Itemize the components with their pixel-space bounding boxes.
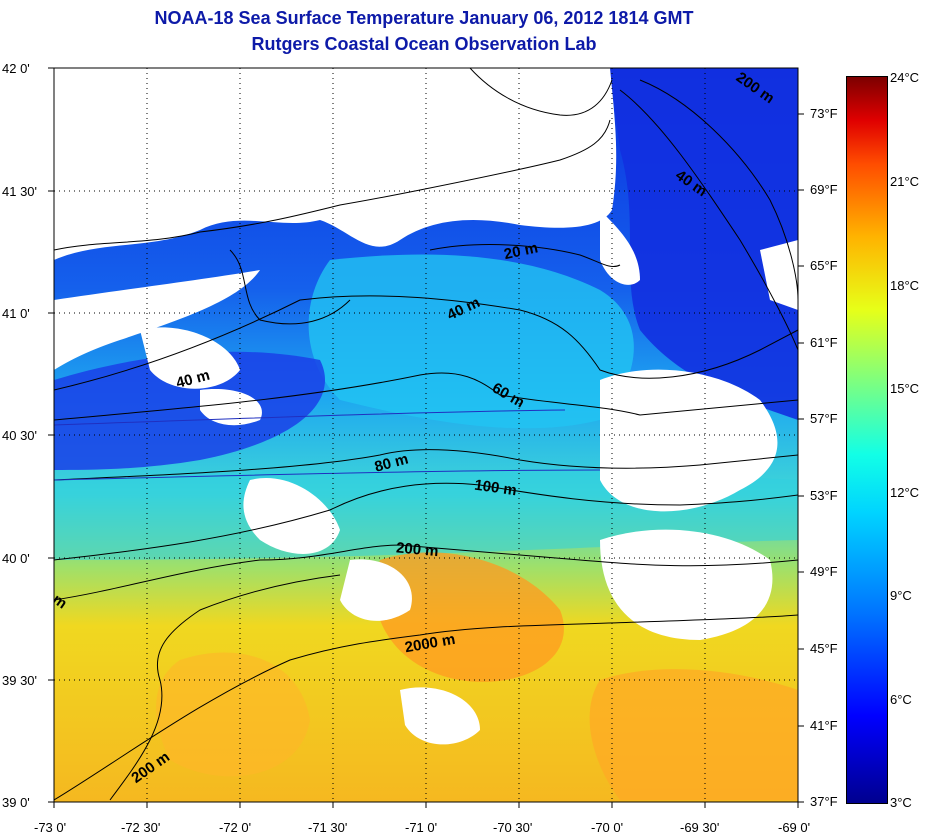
fahrenheit-label: 41°F: [810, 718, 838, 733]
fahrenheit-label: 45°F: [810, 641, 838, 656]
contour-label: 100 m: [473, 477, 517, 500]
map-layers: 200 m 40 m 20 m 40 m 40 m 60 m 80 m 100 …: [54, 68, 798, 802]
latitude-label: 40 0': [2, 551, 30, 566]
latitude-label: 40 30': [2, 428, 38, 443]
longitude-label: -73 0': [34, 820, 67, 835]
map-title: NOAA-18 Sea Surface Temperature January …: [154, 8, 694, 28]
contour-label: 20 m: [502, 239, 539, 263]
celsius-label: 18°C: [890, 278, 920, 293]
cloud-patch: [600, 369, 778, 512]
celsius-label: 21°C: [890, 174, 920, 189]
longitude-label: -71 30': [308, 820, 348, 835]
fahrenheit-label: 73°F: [810, 106, 838, 121]
frame-ticks: [48, 67, 804, 808]
latitude-label: 39 0': [2, 795, 30, 810]
celsius-label: 12°C: [890, 485, 920, 500]
cloud-patch: [340, 559, 412, 621]
fahrenheit-label: 57°F: [810, 411, 838, 426]
longitude-label: -69 30': [680, 820, 720, 835]
longitude-label: -72 30': [121, 820, 161, 835]
cold-water-northeast: [610, 68, 798, 420]
navigation-line: [54, 409, 566, 426]
contour-200m: [54, 544, 798, 601]
latitude-label: 42 0': [2, 61, 30, 76]
contour-label: 200 m: [395, 539, 439, 560]
celsius-label: 9°C: [890, 588, 912, 603]
longitude-label: -69 0': [778, 820, 811, 835]
longitude-label: -72 0': [219, 820, 252, 835]
contour-60m: [54, 372, 798, 421]
temperature-colorbar: [846, 76, 888, 804]
latitude-label: 41 0': [2, 306, 30, 321]
cloud-patch: [760, 240, 798, 310]
warm-water-patch: [374, 552, 564, 682]
cloud-patch: [600, 529, 773, 640]
longitude-label: -71 0': [405, 820, 438, 835]
contour-northeast-1: [639, 79, 798, 301]
contour-2000m: [54, 614, 798, 801]
celsius-label: 15°C: [890, 381, 920, 396]
contour-40m: [54, 295, 798, 391]
celsius-label: 6°C: [890, 692, 912, 707]
mid-shelf-water: [308, 254, 634, 429]
fahrenheit-label: 53°F: [810, 488, 838, 503]
warm-water-patch-east: [589, 669, 798, 800]
map-subtitle: Rutgers Coastal Ocean Observation Lab: [251, 34, 597, 54]
fahrenheit-label: 49°F: [810, 564, 838, 579]
coastline-detail: [54, 119, 611, 251]
celsius-label: 3°C: [890, 795, 912, 810]
contour-northeast-200m: [619, 89, 798, 351]
fahrenheit-label: 61°F: [810, 335, 838, 350]
cloud-patch: [243, 478, 340, 554]
longitude-label: -70 0': [591, 820, 624, 835]
cloud-patch: [400, 687, 480, 745]
depth-contours: [54, 68, 798, 801]
celsius-label: 24°C: [890, 70, 920, 85]
land-long-island: [54, 270, 260, 370]
contour-100m: [54, 482, 798, 561]
warm-water-patch-southwest: [156, 652, 310, 777]
cloud-patch: [200, 389, 262, 426]
latitude-label: 41 30': [2, 184, 38, 199]
graticule: [54, 68, 798, 802]
contour-80m: [54, 449, 798, 481]
fahrenheit-label: 69°F: [810, 182, 838, 197]
land-new-england: [54, 68, 617, 260]
coastline-shelf-edge: [229, 249, 351, 325]
fahrenheit-label: 65°F: [810, 258, 838, 273]
fahrenheit-label: 37°F: [810, 794, 838, 809]
cold-water-west: [54, 351, 325, 470]
contour-20m: [429, 244, 621, 268]
navigation-line: [54, 469, 601, 481]
coastline-detail: [469, 68, 613, 116]
contour-200m-slope: [109, 574, 341, 801]
cloud-patch: [140, 327, 240, 389]
longitude-label: -70 30': [493, 820, 533, 835]
latitude-label: 39 30': [2, 673, 38, 688]
